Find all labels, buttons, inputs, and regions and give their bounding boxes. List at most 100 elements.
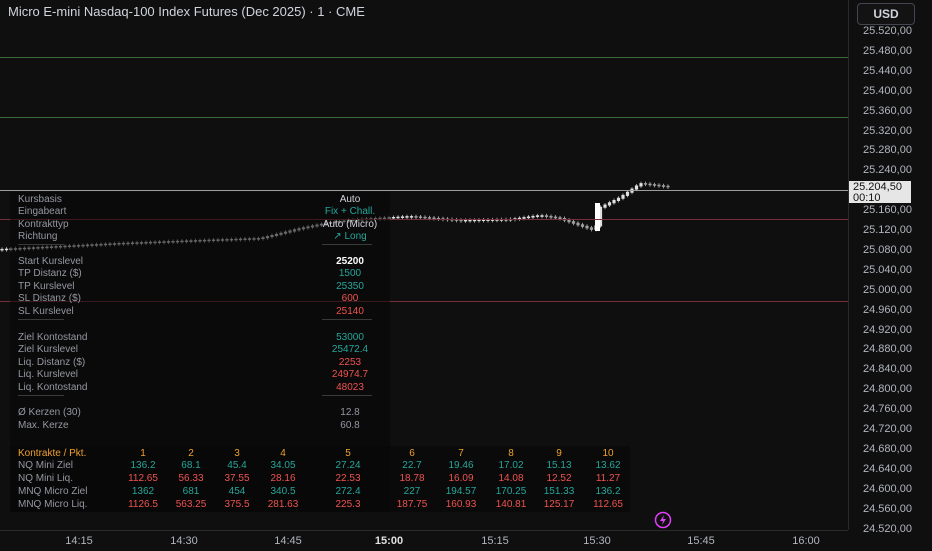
time-tick: 15:00 xyxy=(374,535,404,547)
table-column-header: 5 xyxy=(345,448,351,459)
candle-body xyxy=(612,200,616,204)
table-cell: 125.17 xyxy=(543,499,575,510)
table-cell: 225.3 xyxy=(335,499,361,510)
candle-body xyxy=(616,197,621,201)
table-cell: 281.63 xyxy=(267,499,299,510)
table-cell: 22.53 xyxy=(335,473,361,484)
separator xyxy=(18,244,64,245)
candle-body xyxy=(661,185,666,187)
table-cell: 194.57 xyxy=(445,486,477,497)
table-cell: 227 xyxy=(403,486,421,497)
table-cell: 68.1 xyxy=(181,460,201,471)
price-tick: 25.120,00 xyxy=(863,224,912,236)
table-cell: 375.5 xyxy=(224,499,250,510)
table-cell: 12.52 xyxy=(546,473,572,484)
price-tick: 25.240,00 xyxy=(863,164,912,177)
panel-value: 53000 xyxy=(336,332,364,343)
candle-body xyxy=(432,217,436,220)
candle-body xyxy=(634,185,639,190)
panel-value: 600 xyxy=(341,293,359,304)
table-row-label: MNQ Micro Ziel xyxy=(18,486,88,497)
price-tick: 24.720,00 xyxy=(863,423,912,435)
table-cell: 17.02 xyxy=(498,460,524,471)
price-axis[interactable]: 25.520,00 25.480,00 25.440,00 25.400,00 25.3… xyxy=(848,0,932,535)
table-cell: 340.5 xyxy=(270,486,296,497)
table-cell: 14.08 xyxy=(498,473,524,484)
chart-area[interactable]: Micro E-mini Nasdaq-100 Index Futures (D… xyxy=(0,0,848,530)
candle-body xyxy=(409,216,414,218)
table-cell: 136.2 xyxy=(130,460,156,471)
panel-label: TP Kurslevel xyxy=(18,281,75,292)
candle-body xyxy=(436,217,441,220)
panel-label: SL Distanz ($) xyxy=(18,293,81,304)
table-cell: 16.09 xyxy=(448,473,474,484)
price-tick: 24.680,00 xyxy=(863,442,912,455)
table-column-header: 2 xyxy=(188,448,194,459)
panel-value: ↗ Long xyxy=(333,231,367,242)
candle-body xyxy=(639,183,643,187)
candle-body xyxy=(589,227,594,230)
price-tick: 25.480,00 xyxy=(863,44,912,57)
table-row-label: MNQ Micro Liq. xyxy=(18,499,88,510)
panel-value: 24974.7 xyxy=(331,369,369,380)
candle-body xyxy=(405,216,409,218)
candle-body xyxy=(427,217,432,219)
time-tick: 14:15 xyxy=(65,535,93,547)
candle-body xyxy=(517,217,522,220)
currency-button[interactable]: USD xyxy=(857,3,915,25)
panel-label: TP Distanz ($) xyxy=(18,268,82,279)
candle-body xyxy=(657,184,661,187)
panel-value: Auto (Micro) xyxy=(322,219,378,230)
candle-body xyxy=(531,215,535,218)
candle-body xyxy=(468,219,472,222)
time-axis[interactable]: 14:15 14:30 14:45 15:00 15:15 15:30 15:45 16:00 xyxy=(0,530,848,551)
current-price-label: 25.204,50 00:10 xyxy=(849,181,911,204)
candle-body xyxy=(4,248,9,251)
table-column-header: 3 xyxy=(234,448,240,459)
panel-label: Liq. Kurslevel xyxy=(18,369,79,380)
panel-label: Kursbasis xyxy=(18,194,62,205)
table-column-header: 4 xyxy=(280,448,286,459)
panel-value: 60.8 xyxy=(340,420,360,431)
price-tick: 25.440,00 xyxy=(863,64,912,77)
panel-value: 12.8 xyxy=(340,407,360,418)
table-cell: 22.7 xyxy=(402,460,422,471)
symbol-title[interactable]: Micro E-mini Nasdaq-100 Index Futures (D… xyxy=(8,4,365,19)
panel-label: Liq. Distanz ($) xyxy=(18,357,86,368)
table-cell: 15.13 xyxy=(546,460,572,471)
table-row-label: NQ Mini Ziel xyxy=(18,460,74,471)
current-price-line xyxy=(0,190,848,191)
table-column-header: 6 xyxy=(409,448,415,459)
price-tick: 24.960,00 xyxy=(863,303,912,316)
panel-value: 48023 xyxy=(336,382,364,393)
table-cell: 56.33 xyxy=(178,473,204,484)
panel-label: Ziel Kontostand xyxy=(18,332,88,343)
price-tick: 25.280,00 xyxy=(863,144,912,157)
candle-body xyxy=(607,202,612,206)
candle-body xyxy=(472,219,477,222)
panel-value: 2253 xyxy=(338,357,362,368)
price-tick: 25.320,00 xyxy=(863,124,912,137)
lightning-icon[interactable] xyxy=(652,511,674,529)
time-tick: 15:15 xyxy=(481,535,509,547)
candle-body xyxy=(576,222,580,226)
panel-value: 25472.4 xyxy=(331,344,369,355)
table-cell: 19.46 xyxy=(448,460,474,471)
table-cell: 563.25 xyxy=(175,499,207,510)
price-tick: 24.560,00 xyxy=(863,502,912,515)
candle-body xyxy=(526,216,531,219)
time-tick: 15:30 xyxy=(583,535,611,547)
time-tick: 14:30 xyxy=(170,535,198,547)
panel-label: Ø Kerzen (30) xyxy=(18,407,81,418)
panel-label: Eingabeart xyxy=(18,206,67,217)
table-cell: 140.81 xyxy=(495,499,527,510)
candle-body xyxy=(643,183,648,185)
table-cell: 681 xyxy=(182,486,200,497)
separator xyxy=(322,319,372,320)
candle-body xyxy=(603,204,607,208)
price-tick: 25.400,00 xyxy=(863,84,912,97)
table-cell: 112.65 xyxy=(128,473,158,484)
panel-value: 25350 xyxy=(336,281,364,292)
candle-body xyxy=(477,219,481,222)
table-cell: 151.33 xyxy=(543,486,575,497)
